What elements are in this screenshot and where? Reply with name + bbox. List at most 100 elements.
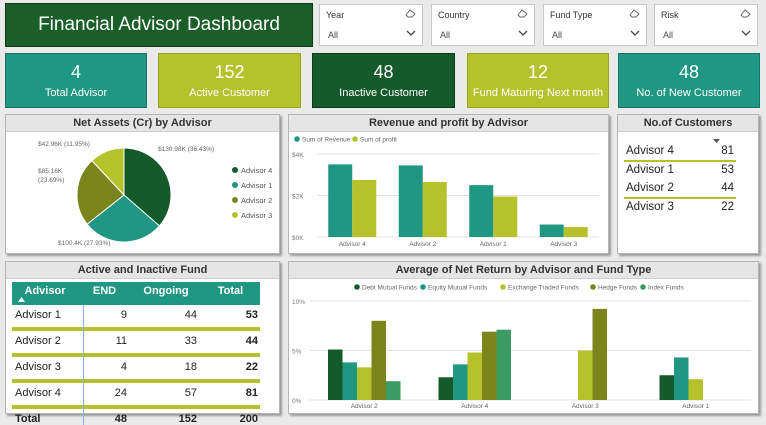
table-row[interactable]: Advisor 4 24 57 81	[15, 387, 258, 399]
legend-marker	[232, 212, 238, 218]
header-total[interactable]: Total	[217, 285, 244, 297]
kpi-new-customer: 48 No. of New Customer	[618, 53, 760, 108]
bar[interactable]	[453, 364, 468, 400]
bar[interactable]	[563, 227, 588, 237]
table-row[interactable]: Advisor 1 9 44 53	[15, 309, 258, 321]
pie-slice[interactable]	[123, 147, 172, 227]
chevron-down-icon[interactable]	[518, 29, 528, 37]
revenue-profit-bar-chart[interactable]: Sum of Revenue Sum of profit $0K $2K $4K Advi…	[289, 132, 608, 253]
bar[interactable]	[398, 165, 423, 237]
x-tick-label: Advisor 4	[461, 403, 488, 410]
fund-panel: Active and Inactive Fund Advisor END Ong…	[5, 261, 280, 425]
net-assets-panel: Net Assets (Cr) by Advisor $130.98K (36.…	[5, 114, 280, 254]
revenue-profit-title: Revenue and profit by Advisor	[289, 115, 608, 132]
eraser-icon[interactable]	[629, 9, 640, 18]
legend-marker	[590, 284, 596, 290]
legend-marker	[232, 167, 238, 173]
bar[interactable]	[357, 367, 372, 400]
pie-slice[interactable]	[91, 147, 125, 197]
eraser-icon[interactable]	[517, 9, 528, 18]
table-row[interactable]: Advisor 2 11 33 44	[15, 335, 258, 347]
country-slicer-value: All	[440, 30, 451, 40]
legend-entry: Advisor 3	[241, 211, 272, 220]
bar[interactable]	[592, 308, 608, 400]
kpi-fund-maturing: 12 Fund Maturing Next month	[467, 53, 609, 108]
risk-slicer[interactable]: Risk All	[654, 4, 758, 46]
header-end[interactable]: END	[92, 285, 117, 297]
dashboard-title-banner: Financial Advisor Dashboard	[5, 3, 313, 47]
legend-entry: Sum of Revenue	[302, 137, 351, 144]
bar[interactable]	[371, 320, 387, 400]
bar[interactable]	[469, 185, 494, 237]
table-row[interactable]: Advisor 4 81	[624, 143, 736, 162]
sort-asc-icon[interactable]	[18, 297, 25, 302]
table-row[interactable]: Advisor 3 4 18 22	[15, 361, 258, 373]
sort-desc-icon[interactable]	[713, 139, 720, 144]
bar[interactable]	[482, 331, 497, 400]
legend-marker	[354, 284, 360, 290]
eraser-icon[interactable]	[740, 9, 751, 18]
pie-data-label: (23.69%)	[38, 177, 64, 184]
bar[interactable]	[422, 182, 447, 237]
y-tick-label: 10%	[292, 299, 305, 306]
table-row[interactable]: Advisor 1 53	[626, 163, 734, 176]
bar[interactable]	[578, 350, 593, 401]
row-divider	[12, 327, 260, 331]
row-divider	[12, 405, 260, 409]
table-header: Advisor END Ongoing Total	[12, 282, 260, 305]
pie-slice[interactable]	[76, 159, 125, 225]
pie-data-label: $130.98K (36.43%)	[158, 146, 214, 153]
kpi-value: 4	[70, 61, 81, 82]
country-slicer[interactable]: Country All	[431, 4, 535, 46]
fund-type-slicer[interactable]: Fund Type All	[543, 4, 647, 46]
legend-entry: Advisor 4	[241, 166, 272, 175]
column-divider	[83, 305, 84, 425]
net-assets-pie-chart[interactable]: $130.98K (36.43%) Advisor 4 $100.4K (27.93…	[6, 132, 279, 253]
legend-marker	[352, 136, 358, 142]
legend-marker	[640, 284, 646, 290]
legend-marker	[232, 182, 238, 188]
year-slicer-value: All	[328, 30, 339, 40]
risk-slicer-label: Risk	[661, 10, 679, 20]
bar[interactable]	[467, 352, 483, 400]
bar[interactable]	[493, 196, 518, 237]
row-divider	[12, 353, 260, 357]
bar[interactable]	[438, 377, 454, 400]
legend-marker	[420, 284, 426, 290]
legend-marker	[232, 197, 238, 203]
dashboard-title: Financial Advisor Dashboard	[38, 14, 280, 35]
header-advisor[interactable]: Advisor	[24, 285, 66, 297]
x-tick-label: Advisor 2	[351, 403, 378, 410]
customers-title: No.of Customers	[618, 115, 758, 132]
bar[interactable]	[496, 329, 512, 400]
bar[interactable]	[328, 164, 353, 237]
bar[interactable]	[328, 349, 343, 400]
x-tick-label: Advisor 2	[409, 241, 436, 248]
year-slicer[interactable]: Year All	[319, 4, 423, 46]
bar[interactable]	[352, 179, 377, 237]
pie-slice[interactable]	[86, 194, 161, 243]
bar[interactable]	[688, 379, 704, 400]
chevron-down-icon[interactable]	[741, 29, 751, 37]
bar[interactable]	[659, 375, 675, 400]
legend-entry: Equity Mutual Funds	[428, 285, 488, 292]
bar[interactable]	[342, 362, 358, 400]
chevron-down-icon[interactable]	[630, 29, 640, 37]
x-tick-label: Advisor 1	[480, 241, 507, 248]
table-row[interactable]: Advisor 2 44	[624, 180, 736, 199]
pie-data-label: $100.4K (27.93%)	[58, 240, 110, 247]
eraser-icon[interactable]	[405, 9, 416, 18]
pie-data-label: $42.96K (11.95%)	[38, 141, 90, 148]
bar[interactable]	[539, 224, 564, 237]
kpi-value: 152	[214, 61, 245, 82]
kpi-label: No. of New Customer	[636, 86, 742, 99]
bar[interactable]	[674, 357, 689, 400]
header-ongoing[interactable]: Ongoing	[143, 285, 189, 297]
table-row[interactable]: Advisor 3 22	[626, 200, 734, 213]
bar[interactable]	[386, 381, 401, 400]
kpi-label: Fund Maturing Next month	[472, 86, 604, 99]
net-return-bar-chart[interactable]: Debt Mutual Funds Equity Mutual Funds Exch…	[289, 279, 758, 413]
y-tick-label: $4K	[292, 152, 304, 159]
chevron-down-icon[interactable]	[406, 29, 416, 37]
